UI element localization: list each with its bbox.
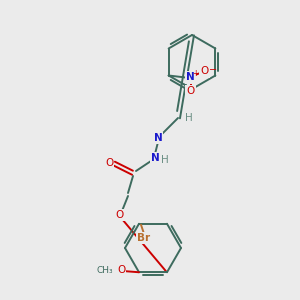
Text: Br: Br [137,233,151,243]
Text: N: N [151,153,159,163]
Text: H: H [161,155,169,165]
Text: O: O [105,158,113,168]
Text: N: N [186,73,195,82]
Text: methoxy: methoxy [104,270,110,271]
Text: O: O [116,210,124,220]
Text: −: − [208,64,217,74]
Text: O: O [200,67,209,76]
Text: +: + [192,69,199,78]
Text: H: H [185,113,193,123]
Text: O: O [117,265,125,275]
Text: O: O [187,86,195,97]
Text: CH₃: CH₃ [97,266,113,275]
Text: N: N [154,133,162,143]
